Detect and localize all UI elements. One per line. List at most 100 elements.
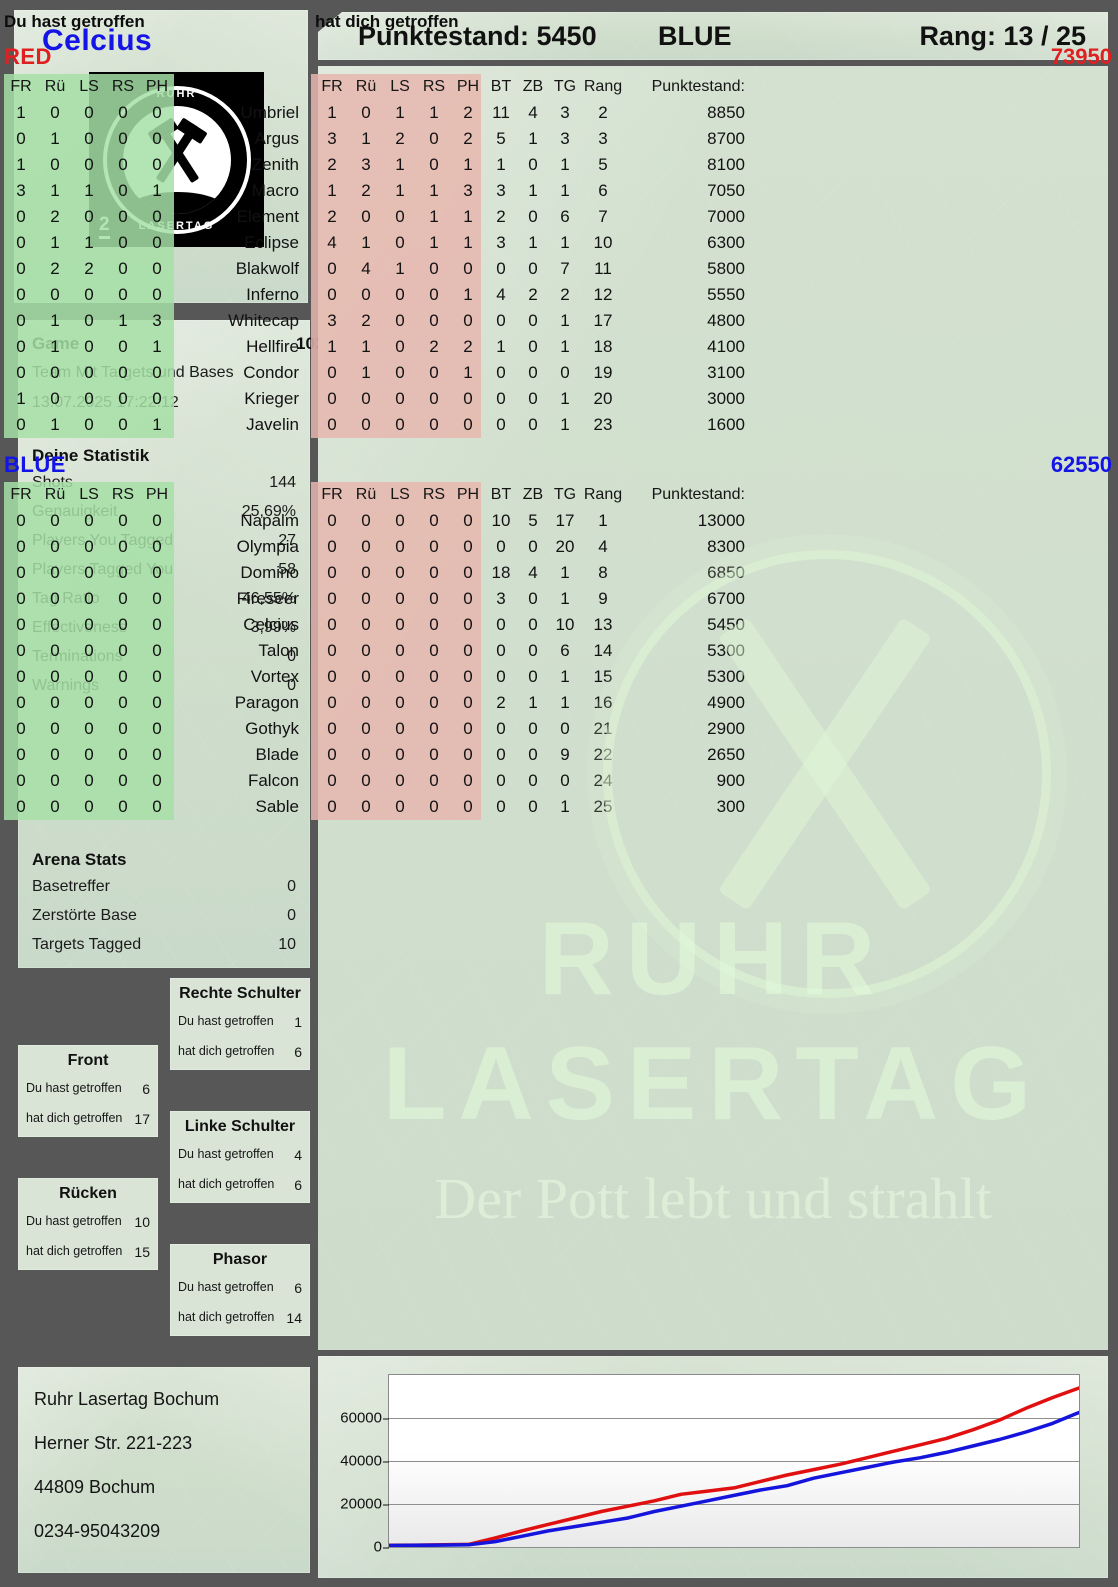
stat-value: 27 (278, 532, 296, 549)
col-header-them-Rü: Rü (355, 486, 377, 503)
col-header-you-LS: LS (79, 486, 99, 503)
you-hit-cell: 0 (16, 719, 26, 738)
col-header-you-FR: FR (10, 486, 32, 503)
zb-cell: 4 (528, 563, 538, 582)
hit-you-value: 6 (294, 1177, 302, 1193)
player-name-cell: Sable (255, 797, 299, 816)
you-hit-cell: 0 (16, 615, 26, 634)
hit-you-cell: 0 (395, 233, 405, 252)
you-hit-cell: 1 (16, 103, 26, 122)
col-header-Rang: Rang (583, 78, 623, 95)
table-row: 0 0 0 0 0 Napalm 0 0 0 0 0 10 5 17 1 13000 (4, 508, 751, 534)
team-total-red: 73950 (1050, 44, 1112, 69)
score-cell: 5450 (707, 615, 745, 634)
col-header-score: Punktestand: (651, 486, 745, 503)
you-hit-cell: 0 (84, 771, 94, 790)
player-name-cell: Argus (254, 129, 299, 148)
zb-cell: 1 (528, 129, 538, 148)
tg-cell: 0 (560, 719, 570, 738)
hit-you-highlight (311, 482, 481, 820)
hit-you-cell: 0 (361, 207, 371, 226)
stat-row: Basetreffer 0 (32, 878, 296, 896)
address-line-2: Herner Str. 221-223 (34, 1433, 193, 1453)
col-header-Rang: Rang (583, 486, 623, 503)
you-hit-cell: 1 (50, 129, 60, 148)
you-hit-cell: 0 (50, 693, 60, 712)
zb-cell: 0 (528, 797, 538, 816)
you-hit-cell: 0 (118, 259, 128, 278)
hit-you-cell: 0 (429, 667, 439, 686)
rang-cell: 21 (593, 719, 613, 738)
chart-gridline (389, 1418, 1079, 1419)
table-row: 0 1 0 1 3 Whitecap 3 2 0 0 0 0 0 1 17 4800 (4, 308, 751, 334)
personal-stats-heading: Deine Statistik (32, 446, 150, 465)
you-hit-cell: 0 (84, 719, 94, 738)
hit-you-cell: 2 (327, 155, 337, 174)
hit-you-cell: 4 (327, 233, 337, 252)
hit-you-label: hat dich getroffen (178, 1044, 275, 1058)
table-row: 0 0 0 0 0 Blade 0 0 0 0 0 0 0 9 22 2650 (4, 742, 751, 768)
you-hit-cell: 0 (118, 667, 128, 686)
bt-cell: 18 (491, 563, 511, 582)
you-hit-cell: 1 (50, 311, 60, 330)
you-hit-cell: 0 (84, 563, 94, 582)
table-row: 1 0 0 0 0 Umbriel 1 0 1 1 2 11 4 3 2 8850 (4, 100, 751, 126)
zb-cell: 0 (528, 537, 538, 556)
you-hit-cell: 0 (84, 337, 94, 356)
col-header-ZB: ZB (522, 78, 544, 95)
table-row: 0 0 0 0 0 Sable 0 0 0 0 0 0 0 1 25 300 (4, 794, 751, 820)
you-hit-cell: 0 (16, 337, 26, 356)
stat-row: Zerstörte Base 0 (32, 907, 296, 925)
score-cell: 7050 (707, 181, 745, 200)
zb-cell: 0 (528, 155, 538, 174)
score-cell: 6700 (707, 589, 745, 608)
score-header: Punktestand: 5450 BLUE Rang: 13 / 25 (318, 12, 1108, 60)
hit-you-cell: 0 (429, 363, 439, 382)
you-hit-cell: 0 (50, 641, 60, 660)
hit-you-cell: 0 (463, 311, 473, 330)
hit-you-cell: 1 (395, 103, 405, 122)
hit-you-cell: 1 (429, 103, 439, 122)
you-hit-cell: 1 (118, 311, 128, 330)
address-line-1: Ruhr Lasertag Bochum (34, 1389, 220, 1409)
chart-gridline (389, 1547, 1079, 1548)
hit-you-cell: 0 (395, 745, 405, 764)
player-name-cell: Whitecap (228, 311, 299, 330)
tg-cell: 2 (560, 285, 570, 304)
bt-cell: 0 (496, 797, 506, 816)
hit-you-cell: 0 (361, 745, 371, 764)
player-name-cell: Olympia (236, 537, 299, 556)
table-row: 0 0 0 0 0 Gothyk 0 0 0 0 0 0 0 0 21 2900 (4, 716, 751, 742)
hit-you-cell: 0 (327, 589, 337, 608)
you-hit-cell: 0 (152, 693, 162, 712)
rang-cell: 1 (598, 511, 608, 530)
chart-lines (389, 1386, 1079, 1547)
you-hit-cell: 0 (50, 719, 60, 738)
hit-you-cell: 0 (429, 563, 439, 582)
hit-you-cell: 0 (327, 667, 337, 686)
score-cell: 1600 (707, 415, 745, 434)
you-hit-cell: 0 (84, 129, 94, 148)
player-name-cell: Celcius (243, 615, 299, 634)
hit-you-header: hat dich getroffen (315, 12, 459, 31)
hit-you-cell: 0 (463, 693, 473, 712)
hit-you-cell: 2 (463, 103, 473, 122)
hit-you-cell: 0 (361, 511, 371, 530)
hit-you-cell: 0 (429, 719, 439, 738)
tg-cell: 1 (560, 415, 570, 434)
you-hit-label: Du hast getroffen (178, 1280, 274, 1294)
hit-you-cell: 0 (429, 129, 439, 148)
you-hit-cell: 0 (50, 285, 60, 304)
hit-you-cell: 0 (395, 363, 405, 382)
rang-cell: 7 (598, 207, 608, 226)
hit-you-cell: 0 (361, 537, 371, 556)
hit-you-label: hat dich getroffen (26, 1111, 123, 1125)
zb-cell: 0 (528, 641, 538, 660)
you-hit-cell: 0 (50, 363, 60, 382)
zb-cell: 0 (528, 207, 538, 226)
chart-series-red (389, 1386, 1079, 1547)
zb-cell: 0 (528, 389, 538, 408)
you-hit-cell: 1 (50, 337, 60, 356)
you-hit-cell: 0 (118, 797, 128, 816)
you-hit-cell: 0 (16, 363, 26, 382)
